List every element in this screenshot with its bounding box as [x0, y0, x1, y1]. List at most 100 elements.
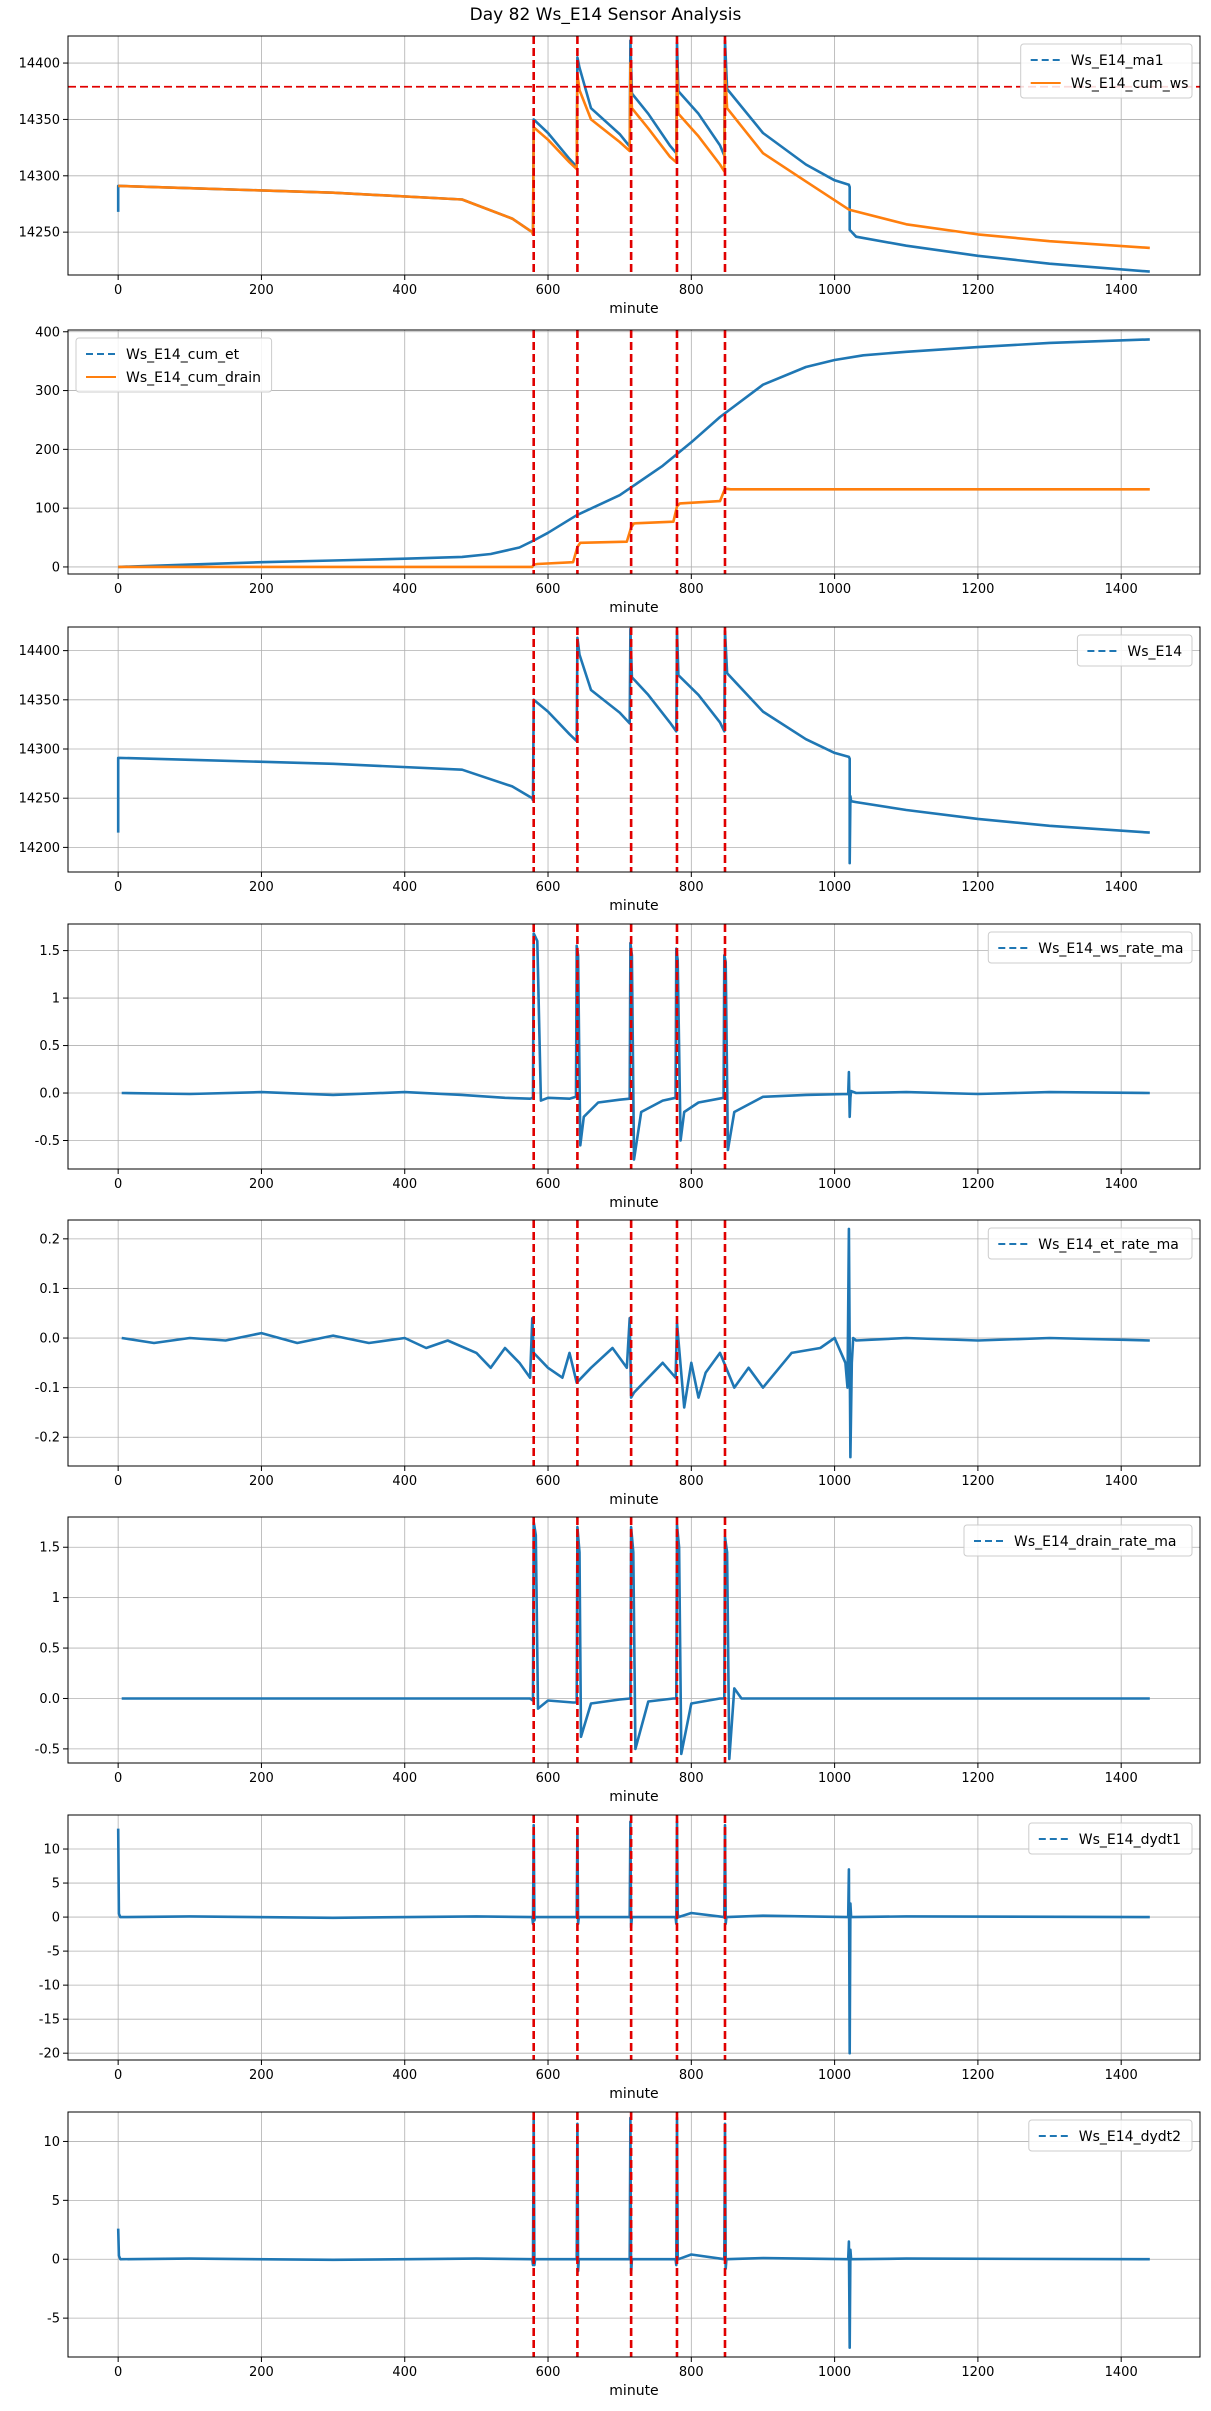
- x-tick-label: 600: [536, 2068, 561, 2083]
- x-tick-label: 400: [392, 2365, 417, 2380]
- x-tick-label: 0: [114, 1771, 122, 1786]
- legend-box: [1020, 43, 1193, 99]
- y-tick-label: -0.1: [35, 1381, 60, 1396]
- legend-box: [987, 931, 1193, 964]
- legend: Ws_E14_ws_rate_ma: [987, 931, 1193, 964]
- x-tick-label: 800: [679, 1177, 704, 1192]
- y-tick-label: 0.1: [39, 1282, 60, 1297]
- chart-panel-1: 0 200 400 600 800 1000 1200 1400 minute 14250 1430…: [19, 35, 1201, 317]
- x-tick-label: 800: [679, 2365, 704, 2380]
- x-tick-label: 200: [249, 2068, 274, 2083]
- x-tick-label: 400: [392, 283, 417, 298]
- x-tick-label: 0: [114, 1177, 122, 1192]
- legend-label: Ws_E14_dydt2: [1079, 2129, 1181, 2145]
- y-tick-label: -15: [39, 2013, 60, 2028]
- x-tick-label: 1000: [818, 880, 851, 895]
- legend-box: [1028, 2119, 1193, 2152]
- plot-area: [68, 36, 1200, 275]
- y-tick-label: 0.2: [39, 1232, 60, 1247]
- x-tick-label: 600: [536, 1771, 561, 1786]
- y-tick-label: 14250: [19, 792, 60, 807]
- x-tick-label: 1400: [1105, 2068, 1138, 2083]
- x-tick-label: 1000: [818, 283, 851, 298]
- x-tick-label: 1400: [1105, 283, 1138, 298]
- y-tick-label: 10: [43, 1843, 60, 1858]
- x-axis-label: minute: [609, 301, 658, 317]
- x-tick-label: 1400: [1105, 1177, 1138, 1192]
- plot-area: [118, 330, 1150, 574]
- x-tick-label: 400: [392, 1771, 417, 1786]
- x-tick-label: 0: [114, 880, 122, 895]
- y-tick-label: 0.0: [39, 1087, 60, 1102]
- series-line-Ws_E14_ws_rate_ma: [121, 932, 1150, 1161]
- x-tick-label: 800: [679, 1474, 704, 1489]
- y-tick-label: 400: [35, 325, 60, 340]
- series-line-Ws_E14: [116, 627, 1150, 865]
- x-tick-label: 1200: [961, 1771, 994, 1786]
- series-line-Ws_E14_cum_drain: [118, 487, 1150, 569]
- y-tick-label: 14250: [19, 226, 60, 241]
- y-tick-label: 0: [52, 2253, 60, 2268]
- x-tick-label: 0: [114, 582, 122, 597]
- y-tick-label: 14400: [19, 644, 60, 659]
- series-line-Ws_E14_cum_ws: [118, 61, 1150, 250]
- x-tick-label: 1000: [818, 2068, 851, 2083]
- legend-box: [987, 1227, 1193, 1260]
- chart-panel-6: 0 200 400 600 800 1000 1200 1400 minute -0.5 0.0 0.…: [35, 1516, 1201, 1805]
- x-tick-label: 200: [249, 283, 274, 298]
- x-tick-label: 1200: [961, 1474, 994, 1489]
- x-tick-label: 600: [536, 880, 561, 895]
- y-tick-label: 5: [52, 1877, 60, 1892]
- y-tick-label: -0.5: [35, 1742, 60, 1757]
- y-tick-label: 1.5: [39, 944, 60, 959]
- y-tick-label: 0.0: [39, 1692, 60, 1707]
- y-tick-label: -5: [47, 2312, 60, 2327]
- chart-panel-4: 0 200 400 600 800 1000 1200 1400 minute -0.5 0.0 0.…: [35, 923, 1201, 1211]
- legend-label: Ws_E14_ws_rate_ma: [1038, 941, 1183, 957]
- x-tick-label: 800: [679, 283, 704, 298]
- chart-panel-5: 0 200 400 600 800 1000 1200 1400 minute -0.2 -0.1 0…: [35, 1219, 1201, 1508]
- y-tick-label: 0.5: [39, 1039, 60, 1054]
- x-tick-label: 1400: [1105, 1771, 1138, 1786]
- x-tick-label: 1400: [1105, 1474, 1138, 1489]
- legend-box: [963, 1524, 1193, 1557]
- plot-area: [121, 924, 1150, 1169]
- axes-frame: [67, 923, 1201, 1170]
- axes-frame: [67, 329, 1201, 575]
- x-tick-label: 600: [536, 1474, 561, 1489]
- axes-frame: [67, 2111, 1201, 2358]
- x-axis-label: minute: [609, 2383, 658, 2399]
- series-line-Ws_E14_dydt2: [116, 2116, 1150, 2349]
- x-tick-label: 800: [679, 582, 704, 597]
- y-tick-label: 1: [52, 992, 60, 1007]
- y-tick-label: 14300: [19, 169, 60, 184]
- y-tick-label: 14350: [19, 113, 60, 128]
- series-line-Ws_E14_dydt1: [116, 1820, 1150, 2055]
- legend-label: Ws_E14_cum_ws: [1071, 76, 1189, 92]
- x-tick-label: 0: [114, 283, 122, 298]
- x-tick-label: 800: [679, 2068, 704, 2083]
- plot-area: [121, 1220, 1150, 1466]
- legend: Ws_E14_cum_et Ws_E14_cum_drain: [75, 337, 273, 393]
- x-tick-label: 400: [392, 582, 417, 597]
- x-tick-label: 600: [536, 283, 561, 298]
- x-tick-label: 400: [392, 1474, 417, 1489]
- series-line-Ws_E14_et_rate_ma: [121, 1227, 1150, 1459]
- plot-area: [121, 1517, 1150, 1763]
- legend: Ws_E14_dydt2: [1028, 2119, 1193, 2152]
- y-tick-label: 14200: [19, 841, 60, 856]
- axes-frame: [67, 1516, 1201, 1764]
- legend: Ws_E14: [1076, 634, 1193, 667]
- legend: Ws_E14_ma1 Ws_E14_cum_ws: [1020, 43, 1193, 99]
- x-tick-label: 0: [114, 2365, 122, 2380]
- x-tick-label: 200: [249, 880, 274, 895]
- x-tick-label: 200: [249, 1177, 274, 1192]
- axes-frame: [67, 1814, 1201, 2061]
- legend-box: [1028, 1822, 1193, 1855]
- x-tick-label: 400: [392, 2068, 417, 2083]
- x-tick-label: 1200: [961, 582, 994, 597]
- legend-label: Ws_E14: [1127, 644, 1182, 660]
- x-tick-label: 0: [114, 2068, 122, 2083]
- x-tick-label: 200: [249, 1474, 274, 1489]
- x-tick-label: 600: [536, 582, 561, 597]
